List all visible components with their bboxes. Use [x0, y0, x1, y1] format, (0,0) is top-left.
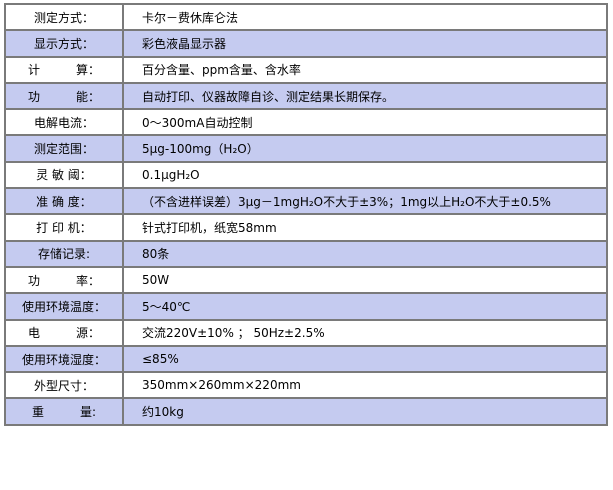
spec-row: 电 源： 交流220V±10% ； 50Hz±2.5% [4, 318, 608, 347]
spec-row: 功 率： 50W [4, 265, 608, 295]
spec-label: 电解电流： [4, 108, 124, 137]
spec-row: 灵 敏 阈： 0.1μgH₂O [4, 160, 608, 190]
spec-value: 5μg-100mg（H₂O） [122, 134, 608, 163]
spec-row: 重 量: 约10kg [4, 397, 608, 426]
spec-label: 电 源： [4, 318, 124, 347]
spec-value: 彩色液晶显示器 [122, 29, 608, 58]
spec-value: 卡尔－费休库仑法 [122, 2, 608, 32]
spec-value: 交流220V±10% ； 50Hz±2.5% [122, 318, 608, 347]
spec-table: 测定方式： 卡尔－费休库仑法 显示方式： 彩色液晶显示器计 算： 百分含量、ppm含量、… [4, 2, 608, 426]
spec-value: 针式打印机，纸宽58mm [122, 213, 608, 242]
spec-row: 存储记录: 80条 [4, 239, 608, 268]
spec-label: 测定方式： [4, 2, 124, 32]
spec-label: 存储记录: [4, 239, 124, 268]
spec-value: （不含进样误差）3μg－1mgH₂O不大于±3%；1mg以上H₂O不大于±0.5… [122, 187, 608, 216]
spec-label: 打 印 机： [4, 213, 124, 242]
spec-label: 计 算： [4, 55, 124, 84]
spec-row: 使用环境湿度： ≤85% [4, 344, 608, 374]
spec-value: 0～300mA自动控制 [122, 108, 608, 137]
spec-row: 电解电流： 0～300mA自动控制 [4, 108, 608, 137]
spec-row: 功 能： 自动打印、仪器故障自诊、测定结果长期保存。 [4, 81, 608, 111]
spec-value: ≤85% [122, 344, 608, 374]
spec-value: 5～40℃ [122, 292, 608, 321]
spec-label: 功 率： [4, 265, 124, 295]
spec-label: 显示方式： [4, 29, 124, 58]
spec-row: 打 印 机： 针式打印机，纸宽58mm [4, 213, 608, 242]
spec-value: 80条 [122, 239, 608, 268]
spec-value: 自动打印、仪器故障自诊、测定结果长期保存。 [122, 81, 608, 111]
spec-value: 50W [122, 265, 608, 295]
spec-label: 使用环境湿度： [4, 344, 124, 374]
spec-value: 0.1μgH₂O [122, 160, 608, 190]
spec-row: 计 算： 百分含量、ppm含量、含水率 [4, 55, 608, 84]
spec-row: 显示方式： 彩色液晶显示器 [4, 29, 608, 58]
spec-row: 测定范围： 5μg-100mg（H₂O） [4, 134, 608, 163]
spec-value: 约10kg [122, 397, 608, 426]
spec-label: 使用环境温度： [4, 292, 124, 321]
spec-label: 准 确 度： [4, 187, 124, 216]
spec-label: 重 量: [4, 397, 124, 426]
spec-row: 外型尺寸： 350mm×260mm×220mm [4, 371, 608, 400]
spec-value: 百分含量、ppm含量、含水率 [122, 55, 608, 84]
spec-row: 使用环境温度： 5～40℃ [4, 292, 608, 321]
spec-label: 外型尺寸： [4, 371, 124, 400]
spec-row: 准 确 度： （不含进样误差）3μg－1mgH₂O不大于±3%；1mg以上H₂O不… [4, 187, 608, 216]
spec-label: 功 能： [4, 81, 124, 111]
spec-label: 测定范围： [4, 134, 124, 163]
spec-row: 测定方式： 卡尔－费休库仑法 [4, 2, 608, 32]
spec-label: 灵 敏 阈： [4, 160, 124, 190]
spec-value: 350mm×260mm×220mm [122, 371, 608, 400]
